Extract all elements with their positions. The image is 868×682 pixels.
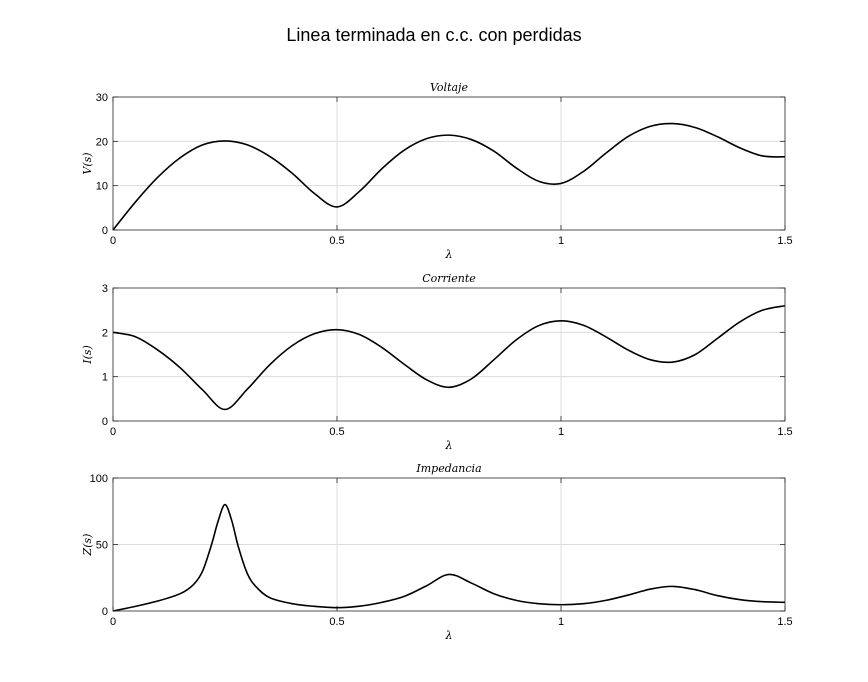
x-tick-label: 1: [558, 235, 564, 247]
impedance-curve: [112, 503, 786, 612]
y-axis-label: V(s): [81, 152, 94, 174]
grid-lines: [112, 287, 786, 422]
grid-lines: [112, 96, 786, 231]
x-tick-label: 0.5: [329, 235, 344, 247]
x-tick-label: 1.5: [777, 235, 792, 247]
y-axis-label: I(s): [81, 345, 94, 365]
panel-title: Impedancia: [415, 462, 481, 475]
y-tick-label: 0: [102, 225, 108, 237]
panel-title: Corriente: [422, 272, 476, 285]
x-tick-label: 1: [558, 426, 564, 438]
plot-frame: [112, 96, 786, 231]
plot-frame: [112, 477, 786, 612]
x-tick-label: 1: [558, 616, 564, 628]
y-tick-label: 30: [96, 92, 108, 104]
x-tick-label: 1.5: [777, 426, 792, 438]
y-tick-label: 10: [96, 181, 108, 193]
x-tick-label: 0.5: [329, 426, 344, 438]
y-tick-label: 0: [102, 606, 108, 618]
y-tick-label: 50: [96, 540, 108, 552]
tick-labels: 0 0.5 1 1.5 0 10 20 30: [96, 92, 793, 247]
x-tick-label: 0: [110, 426, 116, 438]
y-tick-label: 20: [96, 136, 108, 148]
y-tick-label: 3: [102, 283, 108, 295]
x-axis-label: λ: [445, 248, 453, 261]
y-tick-label: 100: [90, 473, 108, 485]
voltage-curve: [112, 122, 786, 231]
figure-title: Linea terminada en c.c. con perdidas: [286, 25, 581, 45]
grid-lines: [112, 477, 786, 612]
panel-corriente: Corriente 0 0.5 1 1.5 0 1 2 3 λ I(s): [81, 272, 793, 452]
x-tick-label: 1.5: [777, 616, 792, 628]
panel-voltaje: Voltaje 0 0.5 1 1.5 0 10 20 30 λ V(s): [81, 81, 793, 261]
y-tick-label: 1: [102, 372, 108, 384]
current-curve: [112, 304, 786, 411]
x-axis-label: λ: [445, 629, 453, 642]
x-tick-label: 0: [110, 616, 116, 628]
tick-labels: 0 0.5 1 1.5 0 1 2 3: [102, 283, 793, 438]
panel-title: Voltaje: [430, 81, 468, 94]
x-tick-label: 0.5: [329, 616, 344, 628]
x-tick-label: 0: [110, 235, 116, 247]
y-axis-label: Z(s): [81, 534, 94, 557]
x-axis-label: λ: [445, 439, 453, 452]
tick-labels: 0 0.5 1 1.5 0 50 100: [90, 473, 793, 628]
y-tick-label: 0: [102, 416, 108, 428]
y-tick-label: 2: [102, 327, 108, 339]
panel-impedancia: Impedancia 0 0.5 1 1.5 0 50 100 λ Z(s): [81, 462, 793, 642]
plot-frame: [112, 287, 786, 422]
